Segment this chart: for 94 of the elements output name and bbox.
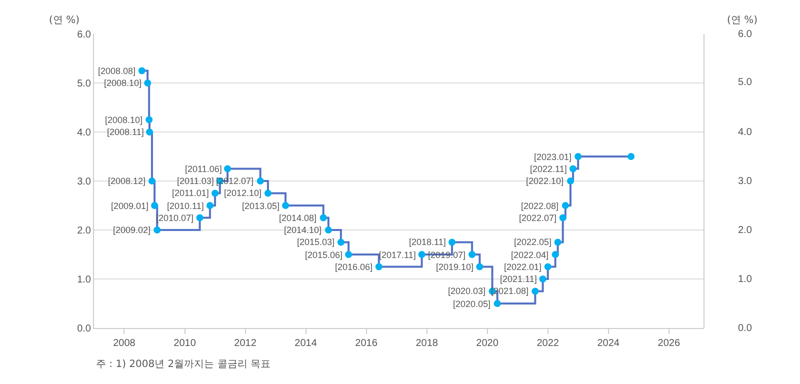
annotation: [2008.10] [105, 115, 143, 125]
point [559, 214, 566, 222]
annotation: [2015.06] [305, 250, 343, 260]
point [324, 226, 332, 234]
text: 주 : 1) 2008년 2월까지는 콜금리 목표 [96, 359, 271, 370]
annotation: [2022.05] [514, 237, 552, 247]
annotation: [2009.02] [113, 225, 151, 235]
y2-tick-label: 2.0 [738, 225, 752, 236]
y2-tick-label: 1.0 [738, 274, 752, 285]
y-tick-label: 6.0 [77, 30, 92, 40]
point [539, 276, 546, 282]
point [148, 178, 156, 184]
point [282, 202, 290, 209]
point [206, 202, 214, 209]
annotation: [2016.06] [335, 262, 373, 272]
annotation: [2022.08] [521, 201, 559, 211]
x-tick-label: 2014 [294, 338, 318, 349]
point [345, 251, 352, 258]
y-tick-label: 2.0 [77, 226, 92, 236]
point [418, 251, 426, 258]
annotation: [2023.01] [534, 152, 572, 162]
point [628, 153, 635, 160]
point [448, 238, 456, 246]
point [494, 300, 501, 307]
annotation: [2008.11] [107, 127, 144, 137]
point [566, 178, 574, 184]
point [468, 251, 476, 258]
point [144, 80, 152, 86]
annotation: [2017.11] [379, 250, 416, 260]
annotation: [2008.10] [104, 78, 142, 88]
x-tick-label: 2010 [174, 338, 196, 349]
annotation: [2013.05] [242, 201, 280, 211]
point [264, 190, 272, 197]
point [212, 190, 219, 197]
annotation: [2011.01] [172, 188, 209, 198]
annotation: [2012.10] [224, 188, 262, 198]
x-tick-label: 2018 [416, 338, 438, 349]
x-tick-label: 2008 [113, 338, 136, 349]
y2-tick-label: 3.0 [738, 176, 752, 187]
annotation: [2019.10] [436, 262, 474, 272]
annotation: [2009.01] [111, 201, 149, 211]
annotation: [2020.05] [453, 299, 491, 309]
y-tick-label: 4.0 [77, 128, 92, 138]
x-tick-label: 2022 [536, 338, 560, 349]
point [554, 238, 562, 246]
point [375, 263, 382, 270]
annotation: [2018.11] [409, 237, 446, 247]
point [562, 202, 569, 209]
point [552, 251, 559, 258]
point [476, 263, 484, 270]
annotation: [2014.08] [279, 213, 317, 223]
x-tick-label: 2012 [234, 338, 257, 349]
point [151, 202, 158, 209]
annotation: [2010.11] [167, 201, 204, 211]
point [224, 165, 232, 172]
y2-tick-label: 6.0 [738, 29, 752, 40]
point [544, 263, 552, 270]
y-tick-label: 5.0 [77, 78, 92, 90]
point [570, 165, 577, 172]
x-tick-label: 2020 [476, 338, 499, 349]
annotation: [2008.08] [98, 66, 136, 76]
point [196, 214, 204, 222]
point [574, 153, 582, 160]
annotation: [2022.11] [530, 164, 567, 174]
annotation: [2022.07] [519, 213, 557, 223]
point [138, 67, 146, 74]
annotation: [2022.10] [526, 176, 564, 186]
annotation: [2014.10] [284, 225, 322, 235]
y2-tick-label: 4.0 [738, 127, 752, 138]
point [320, 214, 327, 222]
annotation: [2022.01] [504, 262, 542, 272]
y-tick-label: 0.0 [77, 324, 92, 334]
annotation: [2008.12] [108, 176, 146, 186]
annotation: [2021.11] [500, 274, 537, 284]
point [146, 116, 153, 124]
annotation: [2022.04] [511, 250, 549, 260]
x-tick-label: 2024 [597, 338, 620, 349]
point [532, 288, 539, 295]
y-axis-title: (연 %) [49, 15, 80, 26]
annotation: [2011.06] [185, 164, 222, 174]
x-tick-label: 2016 [355, 338, 378, 349]
point [154, 226, 161, 234]
annotation: [2015.03] [297, 237, 335, 247]
point [337, 238, 344, 246]
y2-tick-label: 5.0 [738, 77, 752, 88]
x-tick-label: 2026 [658, 338, 680, 349]
point [146, 128, 153, 136]
y2-axis-title: (연 %) [727, 15, 758, 26]
annotation: [2020.03] [448, 286, 486, 296]
y-tick-label: 3.0 [77, 176, 92, 188]
point [256, 178, 264, 184]
annotation: [2011.03] [177, 176, 214, 186]
y-tick-label: 1.0 [77, 274, 92, 286]
y2-tick-label: 0.0 [738, 323, 752, 334]
